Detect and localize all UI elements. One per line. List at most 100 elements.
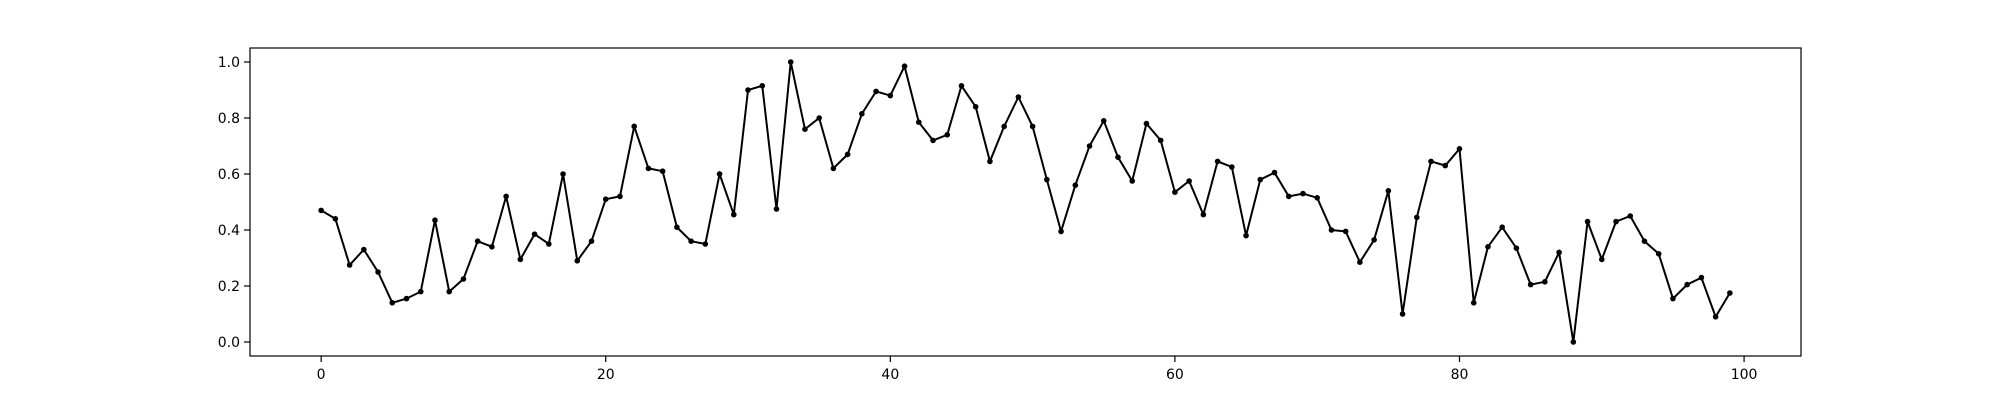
- data-point: [972, 104, 979, 110]
- data-point: [602, 196, 609, 202]
- data-point: [1527, 281, 1534, 288]
- data-point: [1357, 259, 1363, 266]
- y-tick-label: 0.6: [218, 167, 240, 183]
- data-point: [1115, 154, 1121, 160]
- data-point: [1200, 211, 1207, 218]
- data-point: [531, 231, 538, 237]
- data-point: [773, 206, 780, 212]
- data-point: [830, 165, 837, 172]
- data-point: [1456, 146, 1463, 152]
- x-tick-label: 80: [1451, 367, 1469, 383]
- data-point: [574, 258, 581, 264]
- data-point: [987, 158, 993, 165]
- data-point: [1428, 158, 1434, 165]
- data-point: [1285, 193, 1292, 200]
- data-point: [517, 256, 524, 263]
- data-point: [816, 115, 822, 121]
- data-point: [503, 193, 509, 200]
- plot-area: [318, 59, 1733, 345]
- data-point: [1613, 218, 1619, 225]
- data-point: [1655, 251, 1662, 257]
- data-point: [1670, 295, 1676, 302]
- data-point: [1143, 120, 1150, 127]
- data-point: [361, 246, 367, 253]
- y-tick-label: 0.2: [218, 279, 240, 295]
- x-tick-label: 20: [597, 367, 615, 383]
- data-point: [1229, 164, 1235, 170]
- data-point: [1029, 123, 1036, 130]
- data-point: [930, 137, 936, 144]
- y-tick-label: 0.4: [218, 223, 240, 239]
- data-point: [1001, 123, 1007, 130]
- data-point: [389, 300, 396, 306]
- data-point: [417, 288, 424, 295]
- data-point: [560, 171, 566, 177]
- data-point: [346, 262, 353, 268]
- data-point: [1698, 274, 1705, 281]
- data-point: [1314, 195, 1320, 201]
- data-point: [1044, 176, 1050, 183]
- data-point: [1542, 279, 1548, 285]
- data-point: [1470, 300, 1477, 306]
- data-point: [1684, 281, 1690, 288]
- series-line: [320, 61, 1731, 343]
- data-point: [731, 211, 737, 218]
- data-point: [702, 241, 709, 247]
- x-tick-label: 60: [1166, 367, 1184, 383]
- data-point: [375, 269, 381, 275]
- data-point: [631, 123, 637, 130]
- data-point: [873, 88, 879, 95]
- data-point: [1414, 214, 1420, 221]
- data-point: [460, 276, 467, 282]
- data-point: [1598, 256, 1605, 263]
- data-point: [645, 165, 652, 172]
- data-point: [432, 217, 438, 223]
- data-point: [1214, 158, 1221, 165]
- data-point: [1712, 314, 1719, 320]
- y-tick-label: 1.0: [218, 55, 240, 71]
- data-point: [403, 295, 410, 302]
- data-point: [1328, 227, 1335, 233]
- data-point: [745, 87, 751, 93]
- data-point: [659, 168, 666, 174]
- data-point: [489, 244, 495, 250]
- x-tick-label: 100: [1731, 367, 1758, 383]
- axes: 0 20 40 60 80 100 0.0 0.2 0.4 0.6 0.8 1.0: [218, 47, 1802, 383]
- data-point: [1058, 228, 1064, 235]
- data-point: [1727, 290, 1733, 296]
- data-point: [1086, 143, 1093, 149]
- data-point: [1129, 178, 1136, 184]
- data-point: [901, 63, 908, 69]
- data-point: [1499, 224, 1505, 230]
- data-point: [844, 151, 851, 158]
- data-point: [802, 126, 808, 132]
- data-point: [546, 241, 552, 247]
- data-point: [332, 216, 339, 222]
- data-point: [588, 238, 595, 244]
- data-point: [1556, 249, 1562, 256]
- x-tick-label: 40: [881, 367, 899, 383]
- data-point: [1243, 232, 1249, 239]
- data-point: [1371, 237, 1377, 243]
- data-point: [759, 83, 766, 89]
- data-point: [1300, 190, 1306, 197]
- data-point: [1570, 339, 1577, 345]
- data-point: [1584, 218, 1591, 225]
- data-point: [1385, 188, 1392, 194]
- data-point: [1186, 178, 1192, 184]
- data-point: [617, 193, 623, 200]
- data-point: [859, 111, 865, 117]
- data-point: [674, 224, 680, 230]
- data-point: [318, 207, 324, 214]
- data-point: [944, 132, 951, 138]
- data-point: [1399, 311, 1406, 317]
- data-point: [1015, 94, 1022, 100]
- data-point: [1641, 238, 1648, 244]
- data-point: [887, 92, 894, 99]
- data-point: [1100, 118, 1107, 124]
- data-point: [446, 288, 453, 295]
- data-point: [1627, 213, 1634, 219]
- data-point: [958, 83, 965, 89]
- x-tick-label: 0: [317, 367, 326, 383]
